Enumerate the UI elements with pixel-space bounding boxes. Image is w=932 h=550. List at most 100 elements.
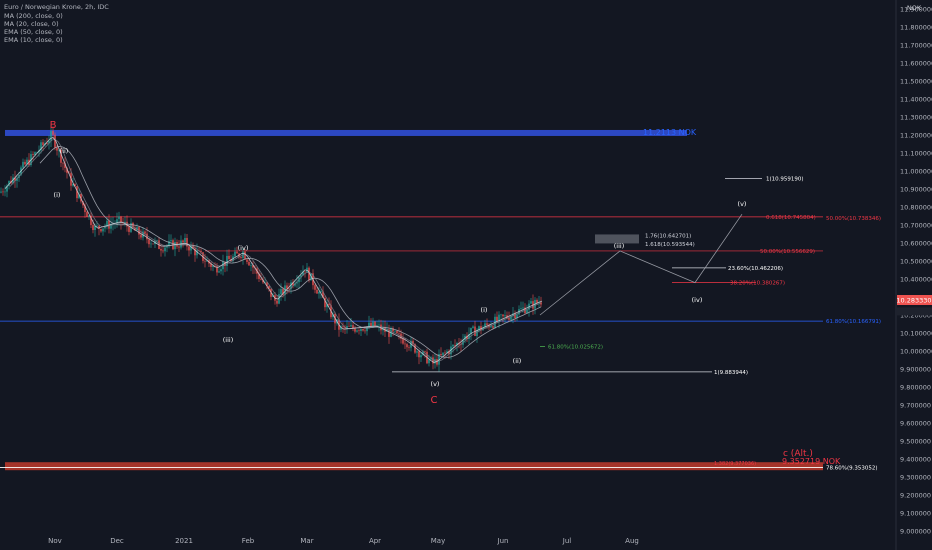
x-tick-label: May	[431, 537, 445, 545]
candle	[354, 328, 356, 332]
candle	[358, 330, 360, 332]
candle	[448, 351, 450, 355]
y-tick-label: 9.100000	[900, 510, 931, 518]
candle	[496, 316, 498, 322]
candle	[432, 357, 434, 364]
wave-label: C	[431, 395, 438, 406]
candle	[54, 134, 56, 148]
wave-label: (iv)	[692, 296, 703, 304]
indicator-ma20[interactable]: MA (20, close, 0)	[4, 20, 59, 28]
symbol-title[interactable]: Euro / Norwegian Krone, 2h, IDC	[4, 3, 109, 11]
candle	[362, 328, 364, 331]
candle	[66, 167, 68, 173]
candle	[78, 193, 80, 199]
candle	[64, 163, 66, 168]
candle	[366, 326, 368, 332]
candle	[214, 265, 216, 267]
candle	[84, 205, 86, 213]
y-tick-label: 9.600000	[900, 420, 931, 428]
candle	[206, 260, 208, 262]
candle	[62, 162, 64, 164]
candle	[394, 330, 396, 332]
projection-path	[539, 213, 743, 316]
candle	[276, 300, 278, 304]
candle	[348, 325, 350, 327]
candle	[48, 140, 50, 144]
candle	[456, 343, 458, 346]
y-tick-label: 9.400000	[900, 456, 931, 464]
candle	[262, 279, 264, 283]
candle	[322, 291, 324, 298]
candle	[8, 180, 10, 186]
wave-label: (ii)	[513, 357, 522, 365]
candle	[332, 313, 334, 318]
candle	[0, 191, 2, 193]
candle	[228, 255, 230, 260]
candle	[324, 297, 326, 308]
candle	[266, 282, 268, 286]
candle	[418, 351, 420, 358]
x-tick-label: Apr	[369, 537, 381, 545]
candle	[438, 353, 440, 365]
candle	[364, 330, 366, 332]
wave-label: (iii)	[223, 336, 234, 344]
candle	[514, 313, 516, 318]
y-tick-label: 11.500000	[900, 78, 932, 86]
candle	[294, 283, 296, 286]
candle	[6, 185, 8, 192]
indicator-ema10[interactable]: EMA (10, close, 0)	[4, 36, 63, 44]
candle	[46, 143, 48, 144]
x-tick-label: Dec	[110, 537, 124, 545]
candle	[40, 142, 42, 151]
candle	[288, 288, 290, 290]
candle	[146, 233, 148, 240]
candle	[422, 351, 424, 356]
candle	[374, 321, 376, 326]
candle	[24, 161, 26, 165]
candle	[150, 243, 152, 245]
candle	[268, 285, 270, 289]
y-tick-label: 11.800000	[900, 24, 932, 32]
candle	[56, 147, 58, 151]
wave-label: (ii)	[60, 147, 69, 155]
candle	[90, 215, 92, 226]
fib-1-low-label: 1(9.883944)	[714, 370, 748, 376]
candle	[100, 228, 102, 232]
candle	[296, 282, 298, 284]
candle	[82, 201, 84, 206]
candle	[472, 326, 474, 328]
candle	[498, 314, 500, 322]
x-tick-label: Feb	[242, 537, 255, 545]
fib-50-top-label: 50.00%(10.738346)	[826, 216, 881, 222]
candle	[160, 248, 162, 251]
candle	[280, 289, 282, 295]
candle	[512, 313, 514, 317]
y-tick-label: 9.500000	[900, 438, 931, 446]
candle	[58, 149, 60, 151]
candle	[166, 245, 168, 248]
candle	[98, 225, 100, 229]
candle	[492, 326, 494, 328]
candle	[318, 291, 320, 294]
ema-10-line	[4, 136, 543, 363]
candle	[420, 355, 422, 358]
candle	[466, 335, 468, 340]
candle	[128, 226, 130, 232]
indicator-ma200[interactable]: MA (200, close, 0)	[4, 12, 63, 20]
candle	[220, 269, 222, 272]
candle	[360, 328, 362, 332]
candle	[398, 333, 400, 334]
x-tick-label: 2021	[175, 537, 193, 545]
candle	[424, 351, 426, 352]
x-tick-label: Aug	[625, 537, 639, 545]
indicator-ema50[interactable]: EMA (50, close, 0)	[4, 28, 63, 36]
alt-wave-label: c (Alt.)	[783, 449, 813, 459]
candle	[408, 347, 410, 348]
candle	[226, 255, 228, 267]
candle	[34, 152, 36, 155]
candle	[246, 259, 248, 262]
y-tick-label: 11.700000	[900, 42, 932, 50]
candle	[258, 273, 260, 279]
